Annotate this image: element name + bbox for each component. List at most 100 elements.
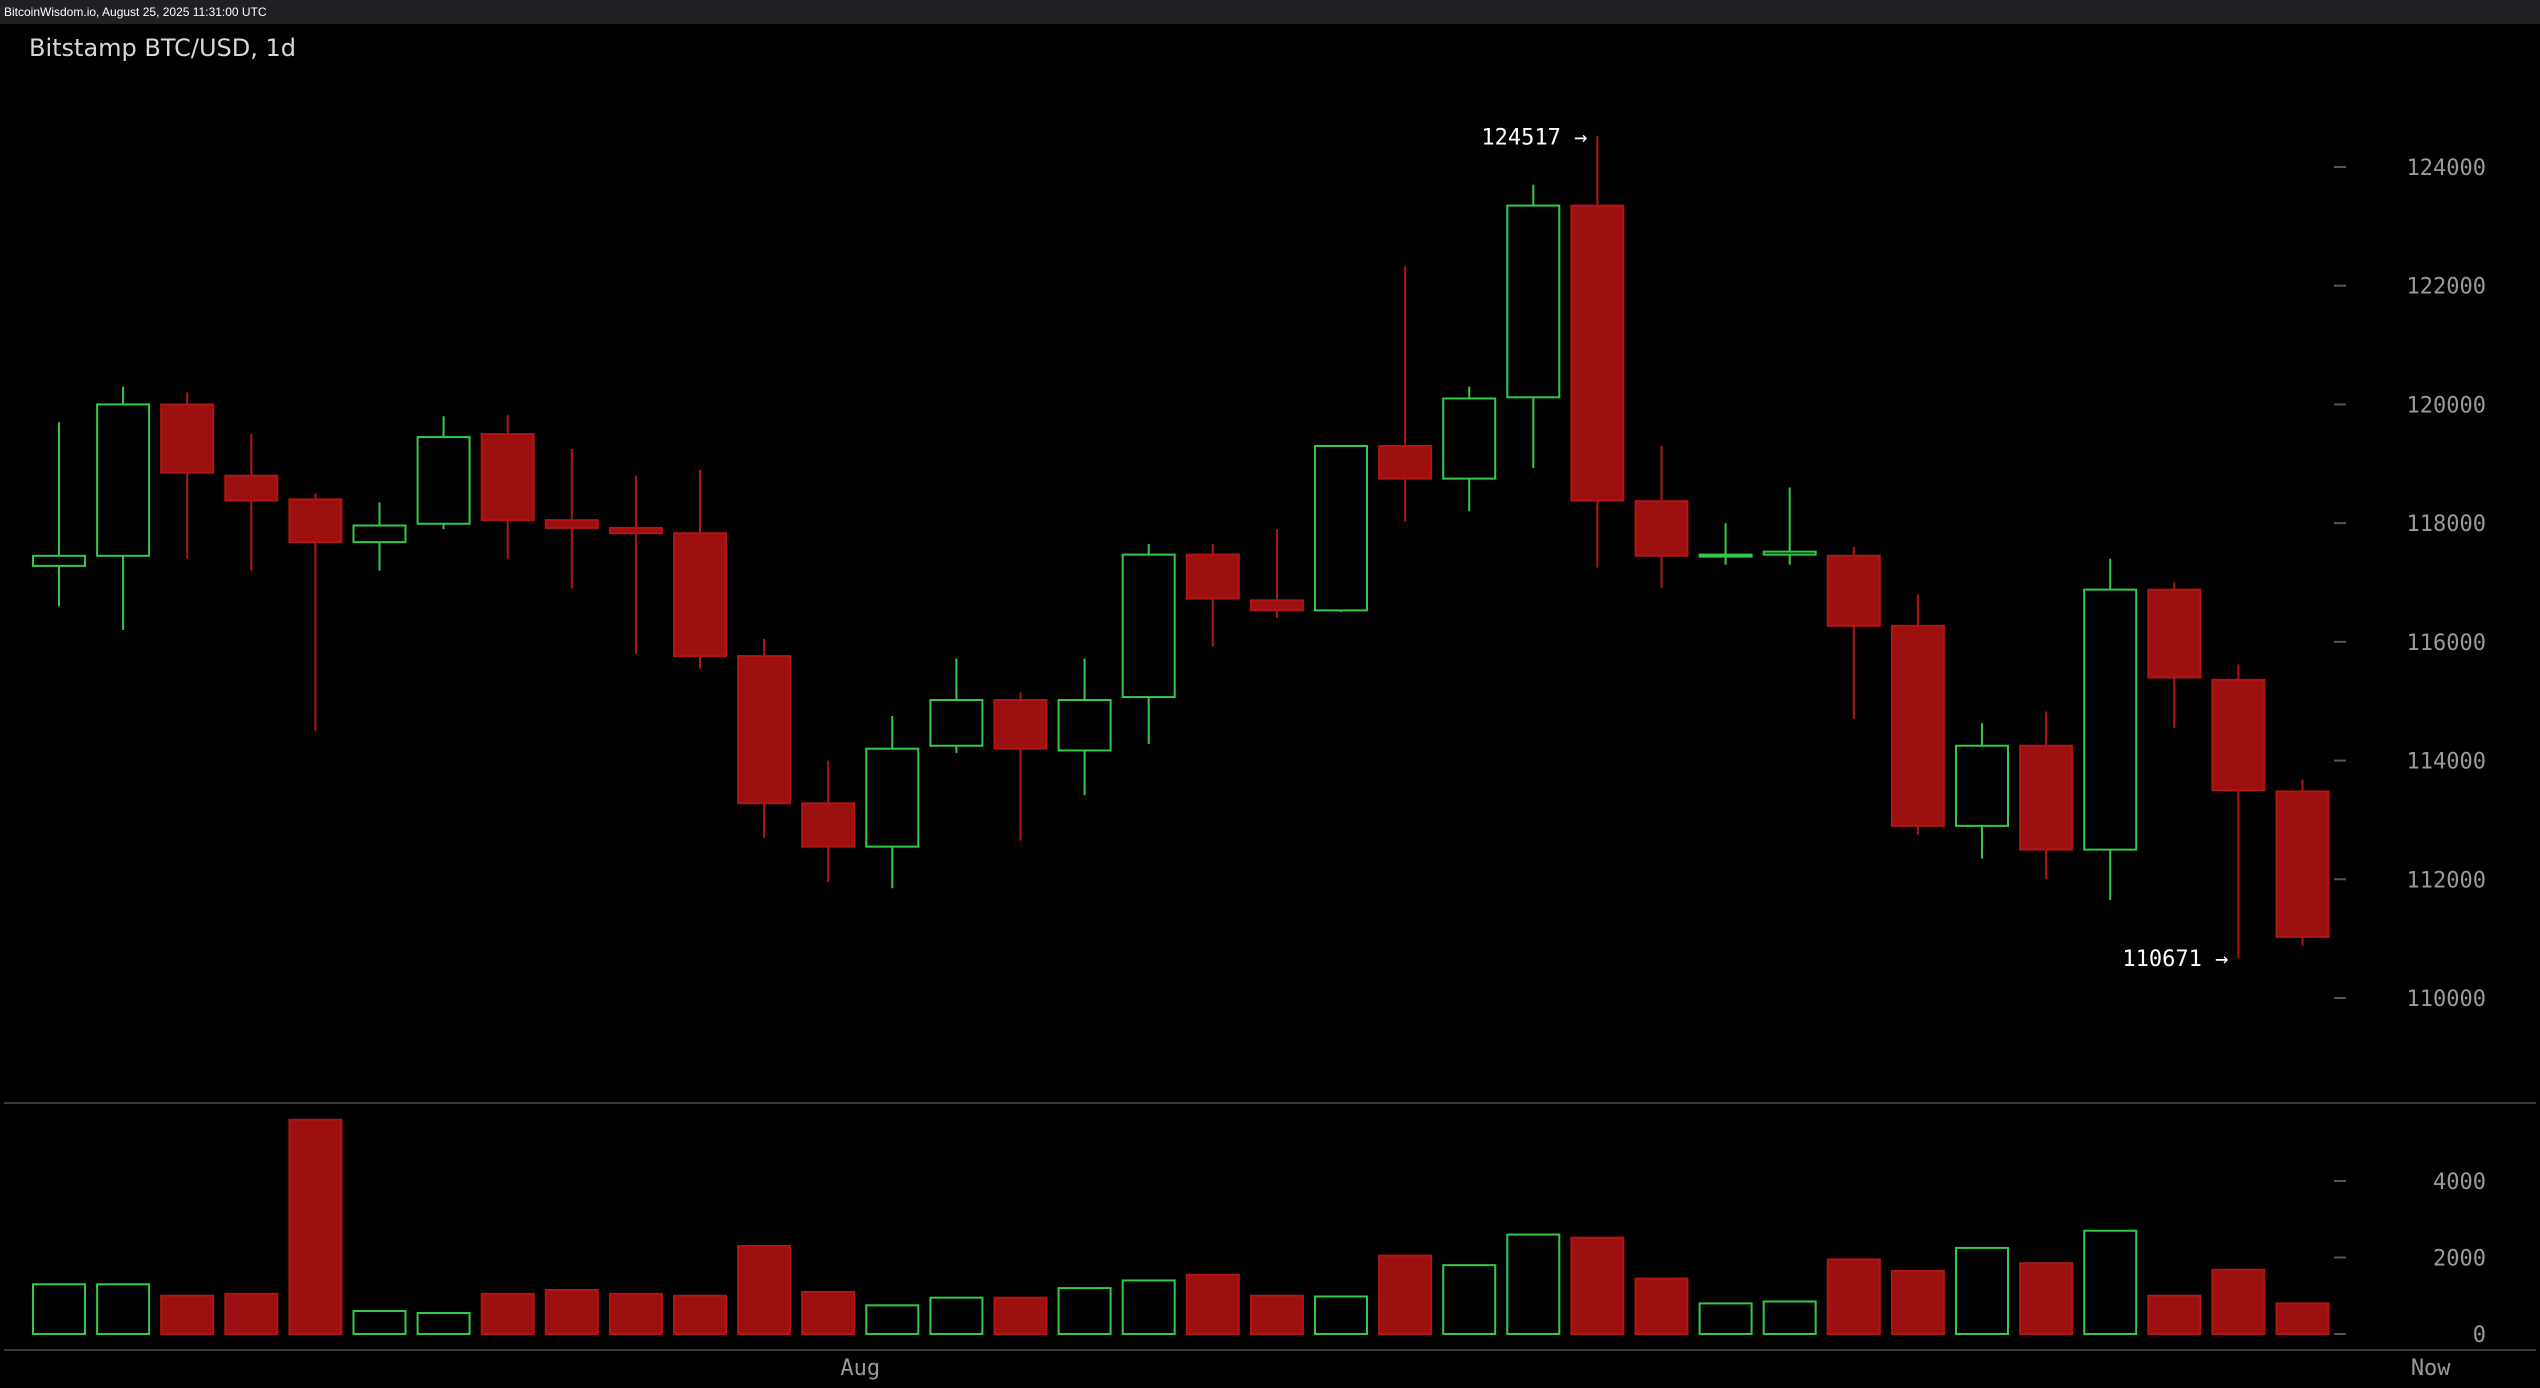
volume-bar: [608, 1292, 663, 1336]
volume-tick-label: 4000: [2433, 1170, 2486, 1195]
volume-bar: [737, 1245, 792, 1336]
volume-bar: [1890, 1269, 1945, 1335]
candle-21: [1378, 266, 1433, 522]
candle-1: [96, 386, 151, 630]
source-timestamp: BitcoinWisdom.io, August 25, 2025 11:31:…: [4, 5, 267, 19]
candle-body: [1698, 553, 1753, 558]
candle-body: [673, 532, 727, 658]
candle-body: [1955, 744, 2009, 827]
candle-9: [608, 475, 663, 654]
volume-bar: [224, 1292, 279, 1336]
candle-body: [1442, 397, 1497, 480]
candle-10: [673, 469, 727, 669]
candle-26: [1698, 523, 1753, 565]
volume-bar: [1442, 1264, 1497, 1336]
volume-bar: [480, 1292, 535, 1336]
volume-bar: [993, 1296, 1048, 1335]
volume-bar: [2083, 1229, 2138, 1335]
candle-body: [1762, 550, 1817, 556]
volume-bar: [1698, 1302, 1753, 1336]
price-tick-label: 112000: [2407, 868, 2486, 893]
candle-25: [1634, 445, 1689, 589]
candle-body: [929, 699, 984, 747]
volume-bar: [416, 1311, 471, 1336]
candle-body: [1826, 554, 1881, 627]
candle-7: [480, 415, 535, 559]
axes: 110000 112000 114000 116000 118000 120000 1220…: [4, 156, 2536, 1381]
volume-bar: [544, 1289, 599, 1335]
price-extreme-label: 110671 →: [2122, 947, 2228, 972]
volume-bar: [1634, 1277, 1689, 1335]
candle-body: [352, 524, 407, 544]
candle-29: [1890, 594, 1945, 835]
candle-body: [1121, 553, 1176, 699]
candle-22: [1442, 386, 1497, 512]
candle-body: [865, 747, 920, 848]
candle-0: [32, 422, 86, 607]
volume-bar: [160, 1294, 215, 1335]
candle-32: [2083, 558, 2138, 901]
candle-14: [929, 658, 984, 753]
candle-6: [416, 416, 471, 530]
volume-bar: [96, 1283, 151, 1336]
candle-body: [480, 433, 535, 522]
candle-16: [1057, 658, 1112, 795]
candle-body: [1249, 599, 1304, 612]
candle-body: [608, 526, 663, 535]
x-tick-label: Aug: [840, 1356, 880, 1381]
candle-body: [224, 474, 279, 502]
volume-tick-label: 0: [2473, 1323, 2486, 1348]
price-panel[interactable]: 124517 → 110671 →: [32, 125, 2330, 972]
volume-bar: [929, 1296, 984, 1335]
price-tick-label: 114000: [2407, 750, 2486, 775]
price-extreme-label: 124517 →: [1481, 125, 1587, 150]
candle-body: [288, 498, 343, 544]
candle-body: [2147, 588, 2202, 679]
candle-2: [160, 392, 215, 559]
candle-body: [2211, 678, 2266, 792]
volume-bar: [1506, 1233, 1561, 1336]
candle-body: [1634, 500, 1689, 557]
candle-8: [544, 448, 599, 589]
volume-bar: [352, 1310, 407, 1336]
candle-body: [1890, 624, 1945, 827]
price-tick-label: 118000: [2407, 512, 2486, 537]
volume-bar: [1314, 1295, 1368, 1336]
volume-bar: [865, 1304, 920, 1335]
candle-19: [1249, 529, 1304, 619]
candle-27: [1762, 487, 1817, 565]
candle-30: [1955, 723, 2009, 859]
candle-body: [160, 403, 215, 474]
volume-bar: [2147, 1294, 2202, 1335]
volume-bar: [1185, 1273, 1240, 1336]
candle-body: [801, 802, 856, 848]
candle-body: [1185, 553, 1240, 600]
volume-panel[interactable]: [32, 1118, 2330, 1336]
volume-bar: [1826, 1258, 1881, 1335]
candle-body: [1057, 699, 1112, 752]
app-top-bar: BitcoinWisdom.io, August 25, 2025 11:31:…: [0, 0, 2540, 24]
candle-4: [288, 493, 343, 731]
candle-13: [865, 716, 920, 889]
volume-bar: [673, 1294, 727, 1335]
price-tick-label: 122000: [2407, 275, 2486, 300]
candle-body: [1314, 444, 1368, 612]
candle-11: [737, 638, 792, 838]
candle-12: [801, 760, 856, 883]
volume-bar: [2019, 1262, 2074, 1336]
price-tick-label: 120000: [2407, 393, 2486, 418]
candle-31: [2019, 711, 2074, 880]
candle-body: [1570, 204, 1625, 502]
candle-35: [2275, 779, 2330, 946]
volume-bar: [801, 1290, 856, 1336]
candle-34: [2211, 664, 2266, 959]
candle-body: [2275, 790, 2330, 938]
candle-28: [1826, 546, 1881, 720]
candle-body: [544, 519, 599, 529]
candle-5: [352, 502, 407, 571]
volume-bar: [1955, 1246, 2009, 1335]
candle-body: [32, 554, 86, 567]
candle-33: [2147, 582, 2202, 728]
volume-bar: [1570, 1236, 1625, 1335]
